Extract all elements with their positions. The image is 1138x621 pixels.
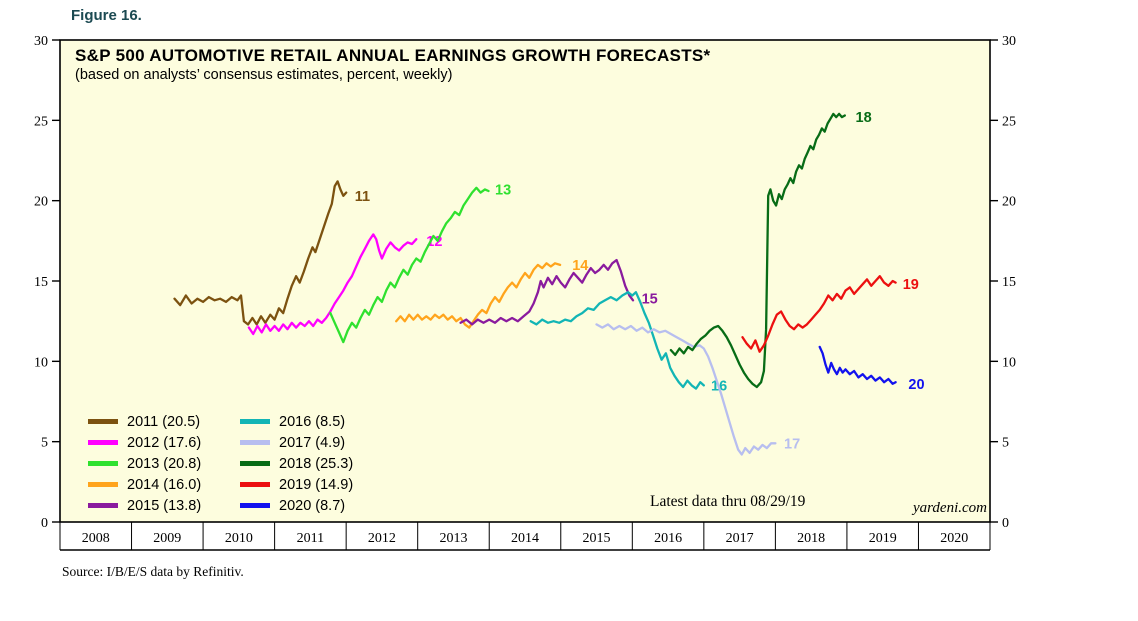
x-tick-label: 2013: [439, 531, 467, 546]
legend-swatch-2019: [240, 482, 270, 487]
series-line-2011: [173, 180, 348, 326]
legend-label-2017: 2017 (4.9): [279, 434, 346, 451]
series-end-label-2013: 13: [495, 182, 511, 198]
series-line-2018: [669, 112, 846, 389]
legend-item-2015: 2015 (13.8): [88, 495, 240, 516]
chart-title: S&P 500 AUTOMOTIVE RETAIL ANNUAL EARNING…: [75, 46, 711, 65]
plot-area: [59, 39, 991, 523]
x-tick-label: 2015: [583, 531, 611, 546]
series-line-2016: [529, 291, 705, 390]
legend-swatch-2013: [88, 461, 118, 466]
series-line-2020: [818, 345, 897, 385]
y-tick-label-left: 25: [34, 114, 48, 129]
series-end-label-2011: 11: [355, 189, 370, 205]
x-tick-label: 2018: [797, 531, 825, 546]
legend-item-2016: 2016 (8.5): [240, 411, 353, 432]
legend-item-2013: 2013 (20.8): [88, 453, 240, 474]
legend-item-2012: 2012 (17.6): [88, 432, 240, 453]
legend-swatch-2011: [88, 419, 118, 424]
y-tick-label-left: 20: [34, 195, 48, 210]
legend-item-2011: 2011 (20.5): [88, 411, 240, 432]
legend-swatch-2020: [240, 503, 270, 508]
figure-label: Figure 16.: [71, 7, 142, 24]
x-tick-label: 2012: [368, 531, 396, 546]
legend-item-2017: 2017 (4.9): [240, 432, 353, 453]
y-tick-label-left: 5: [41, 436, 48, 451]
legend-item-2018: 2018 (25.3): [240, 453, 353, 474]
legend-column: 2011 (20.5) 2012 (17.6) 2013 (20.8) 2014 (1…: [88, 411, 240, 516]
latest-data-annotation: Latest data thru 08/29/19: [650, 493, 806, 510]
x-tick-label: 2014: [511, 531, 539, 546]
legend-column: 2016 (8.5) 2017 (4.9) 2018 (25.3) 2019 (14.…: [240, 411, 353, 516]
y-tick-label-left: 15: [34, 275, 48, 290]
series-end-label-2018: 18: [856, 110, 872, 126]
x-tick-label: 2016: [654, 531, 682, 546]
x-tick-label: 2008: [82, 531, 110, 546]
series-line-2013: [329, 186, 490, 344]
y-tick-label-left: 10: [34, 355, 48, 370]
series-line-2015: [459, 258, 635, 326]
legend-label-2019: 2019 (14.9): [279, 476, 354, 493]
series-end-label-2015: 15: [642, 292, 658, 308]
y-tick-label-left: 0: [41, 516, 48, 531]
x-tick-label: 2010: [225, 531, 253, 546]
x-tick-label: 2017: [726, 531, 754, 546]
legend-swatch-2016: [240, 419, 270, 424]
legend-swatch-2012: [88, 440, 118, 445]
legend: 2011 (20.5) 2012 (17.6) 2013 (20.8) 2014 (1…: [88, 411, 353, 516]
x-tick-label: 2019: [869, 531, 897, 546]
source-note: Source: I/B/E/S data by Refinitiv.: [62, 564, 244, 579]
y-tick-label-right: 30: [1002, 34, 1016, 49]
y-tick-label-right: 10: [1002, 355, 1016, 370]
legend-label-2012: 2012 (17.6): [127, 434, 202, 451]
legend-label-2011: 2011 (20.5): [127, 413, 201, 430]
series-end-label-2019: 19: [903, 277, 919, 293]
legend-item-2014: 2014 (16.0): [88, 474, 240, 495]
x-tick-label: 2011: [297, 531, 324, 546]
series-end-label-2014: 14: [572, 258, 588, 274]
legend-item-2020: 2020 (8.7): [240, 495, 353, 516]
legend-label-2018: 2018 (25.3): [279, 455, 354, 472]
series-end-label-2017: 17: [784, 436, 800, 452]
series-line-2019: [741, 275, 897, 353]
legend-label-2014: 2014 (16.0): [127, 476, 202, 493]
y-tick-label-right: 0: [1002, 516, 1009, 531]
legend-label-2013: 2013 (20.8): [127, 455, 202, 472]
legend-label-2020: 2020 (8.7): [279, 497, 346, 514]
legend-swatch-2017: [240, 440, 270, 445]
x-tick-label: 2020: [940, 531, 968, 546]
legend-swatch-2018: [240, 461, 270, 466]
y-tick-label-right: 25: [1002, 114, 1016, 129]
series-end-label-2020: 20: [908, 377, 924, 393]
y-tick-label-left: 30: [34, 34, 48, 49]
series-line-2017: [595, 323, 777, 456]
legend-label-2016: 2016 (8.5): [279, 413, 346, 430]
legend-swatch-2015: [88, 503, 118, 508]
series-line-2014: [395, 262, 562, 329]
series-line-2012: [247, 233, 418, 336]
y-tick-label-right: 15: [1002, 275, 1016, 290]
legend-label-2015: 2015 (13.8): [127, 497, 202, 514]
y-tick-label-right: 20: [1002, 195, 1016, 210]
legend-swatch-2014: [88, 482, 118, 487]
legend-item-2019: 2019 (14.9): [240, 474, 353, 495]
chart-subtitle: (based on analysts’ consensus estimates,…: [75, 67, 453, 83]
y-tick-label-right: 5: [1002, 436, 1009, 451]
watermark-yardeni: yardeni.com: [912, 500, 987, 516]
x-tick-label: 2009: [153, 531, 181, 546]
